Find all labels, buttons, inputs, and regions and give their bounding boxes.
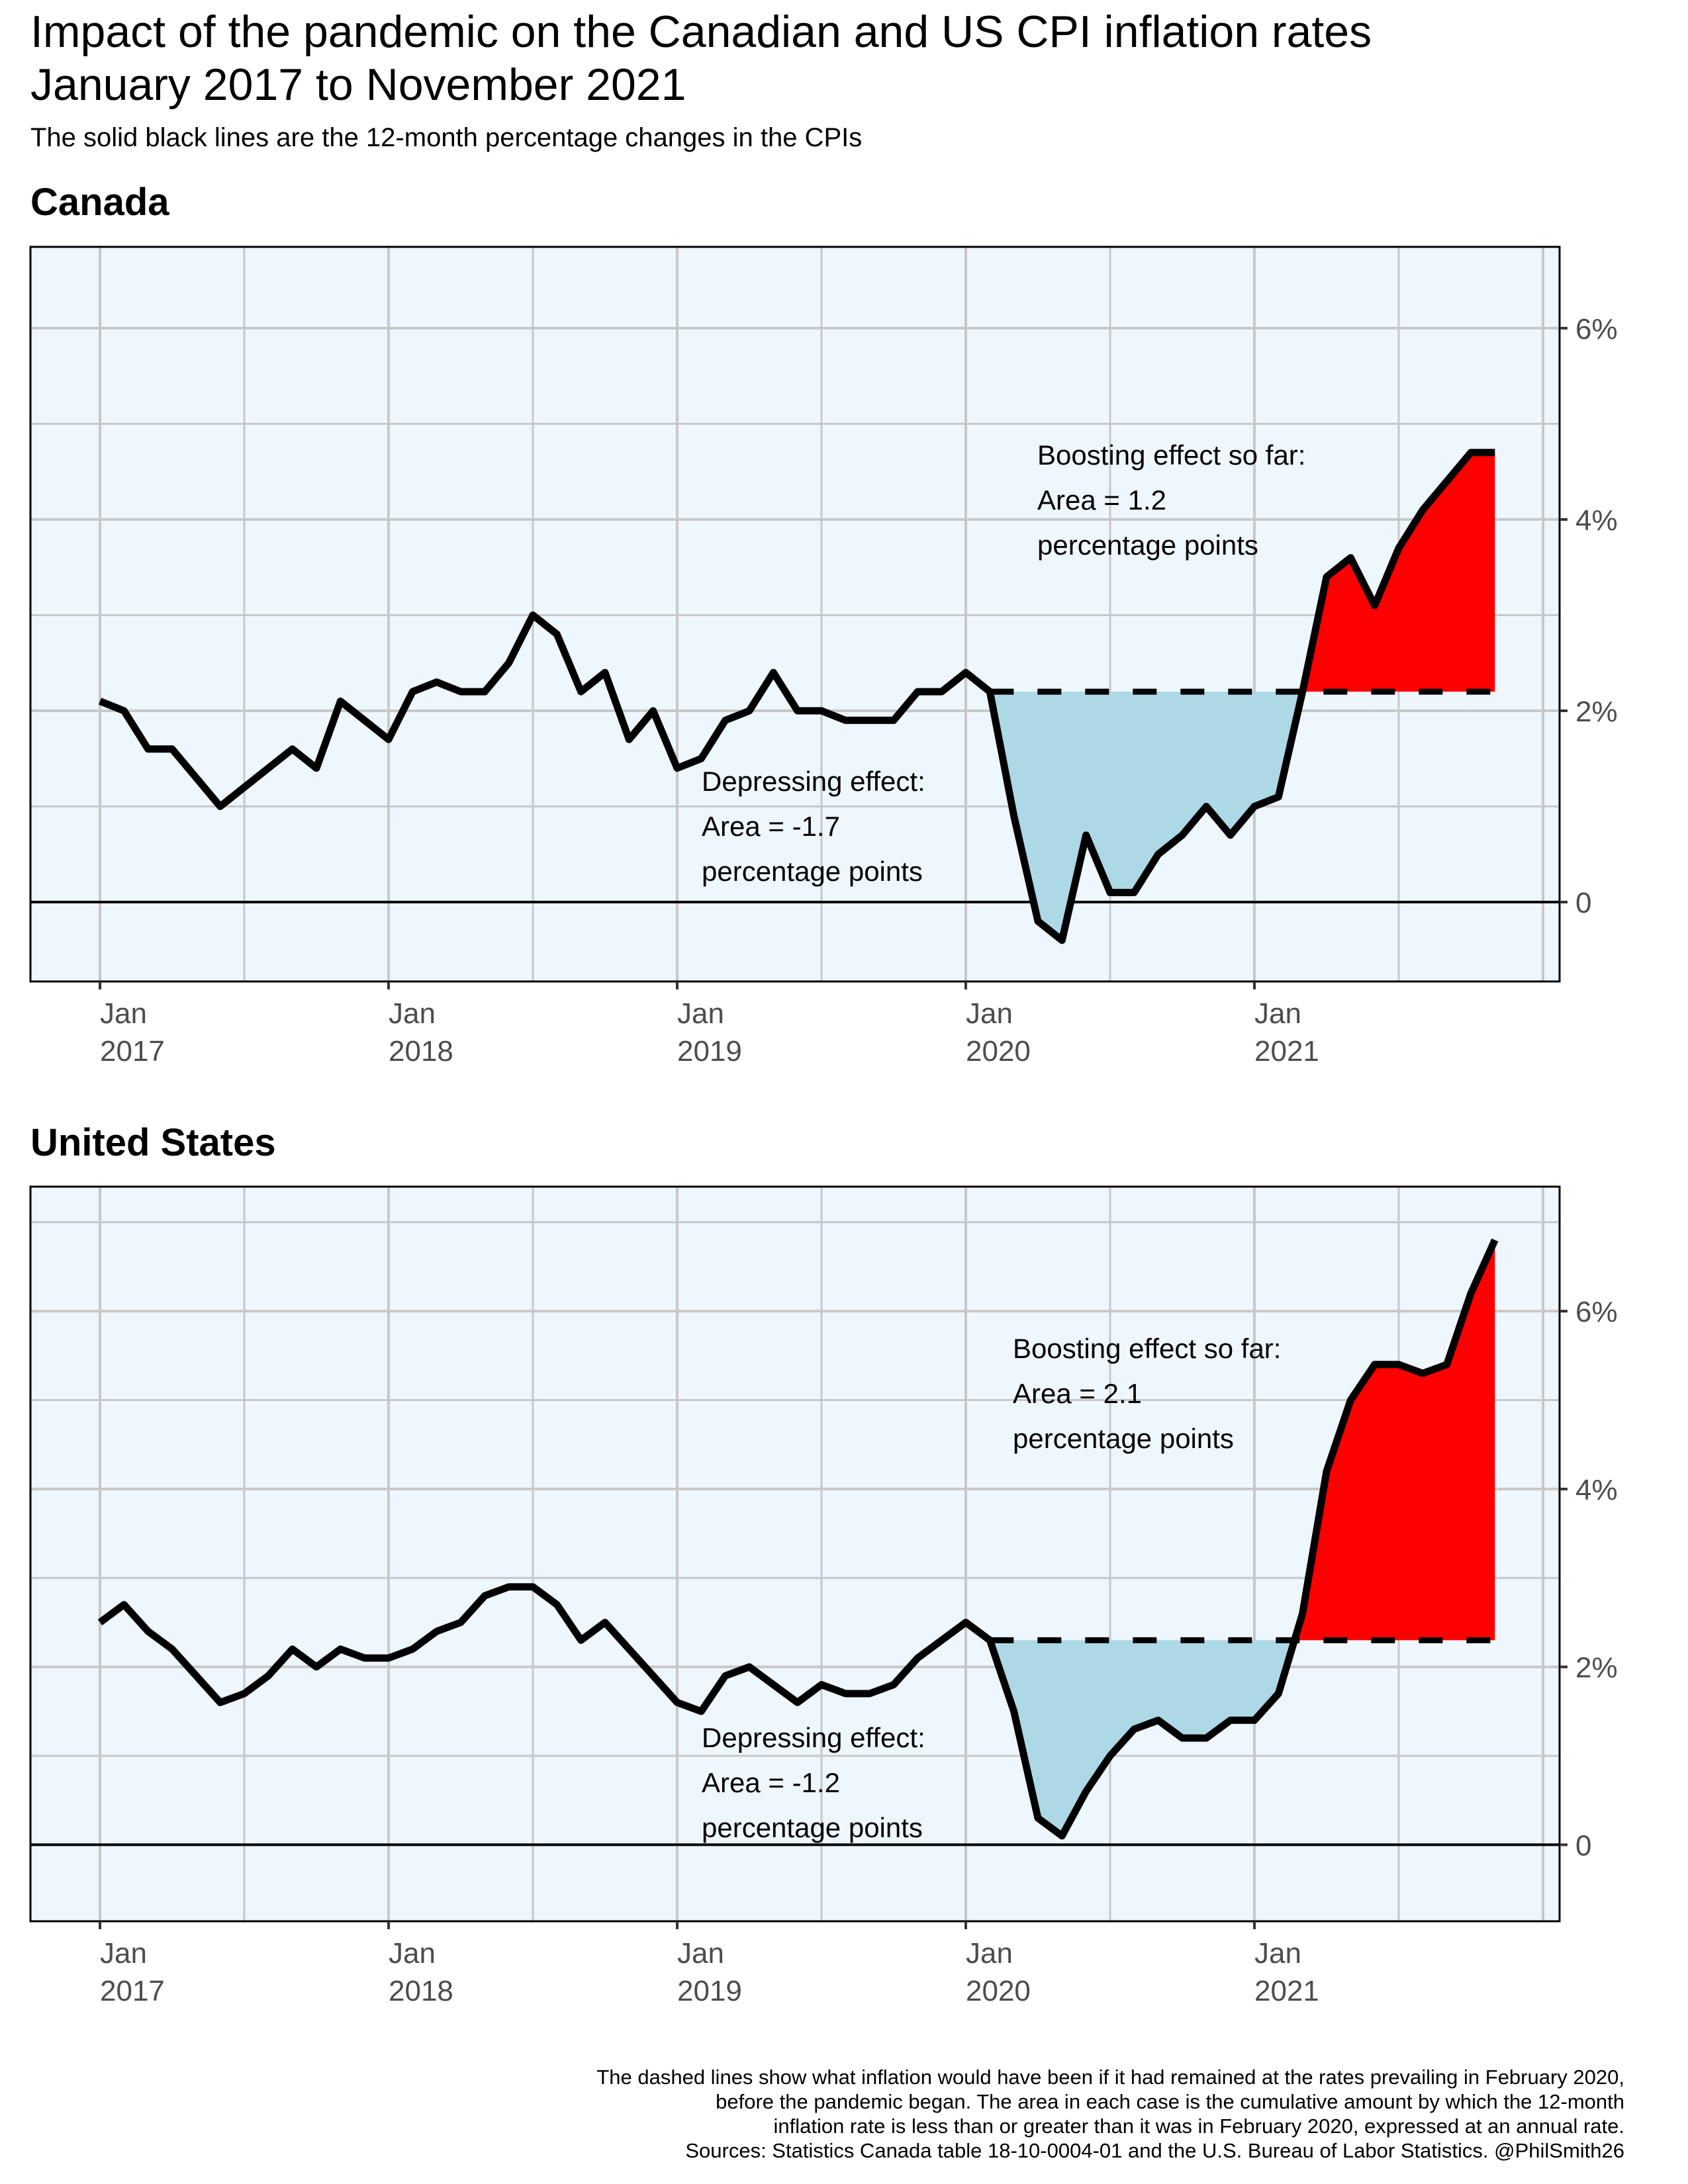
caption-line: The dashed lines show what inflation wou… [596, 2066, 1624, 2089]
panel-background [30, 1187, 1560, 1921]
xtick-label-month: Jan [1254, 997, 1301, 1030]
ytick-label: 6% [1575, 313, 1618, 345]
annotation-boosting: Boosting effect so far: [1013, 1333, 1281, 1364]
ytick-label: 4% [1575, 1474, 1618, 1506]
xtick-label-month: Jan [100, 1937, 147, 1970]
xtick-label-year: 2019 [677, 1975, 742, 2007]
annotation-depressing: percentage points [702, 856, 923, 887]
xtick-label-year: 2018 [389, 1975, 453, 2007]
annotation-depressing: Area = -1.2 [702, 1767, 840, 1798]
xtick-label-year: 2017 [100, 1035, 165, 1068]
caption-line: Sources: Statistics Canada table 18-10-0… [685, 2139, 1624, 2162]
xtick-label-month: Jan [677, 997, 724, 1030]
panel-title-canada: Canada [30, 181, 169, 224]
panel-border [29, 246, 1561, 983]
cpi-line [97, 1238, 1499, 1840]
xtick-label-year: 2020 [966, 1975, 1031, 2007]
xtick-label-month: Jan [677, 1937, 724, 1970]
annotation-depressing: Depressing effect: [702, 1722, 925, 1753]
caption-line: before the pandemic began. The area in e… [716, 2090, 1624, 2113]
annotation-boosting: percentage points [1013, 1423, 1234, 1454]
xtick-label-month: Jan [389, 997, 436, 1030]
plot-area [30, 247, 1560, 981]
panel-us: 0 2% 4% 6% Jan 2017 Jan 2018 Jan 2019 Jan 2020 Jan 20… [29, 1185, 1618, 2007]
annotation-boosting: Area = 1.2 [1037, 484, 1166, 516]
xtick-label-month: Jan [966, 1937, 1013, 1970]
annotation-depressing: Area = -1.7 [702, 811, 840, 842]
xtick-label-month: Jan [389, 1937, 436, 1970]
xtick-label-year: 2020 [966, 1035, 1031, 1068]
annotation-boosting: Boosting effect so far: [1037, 439, 1305, 471]
xtick-label-year: 2018 [389, 1035, 453, 1068]
panel-canada: 0 2% 4% 6% Jan 2017 Jan 2018 Jan 2019 Jan 2020 Jan 20… [29, 246, 1618, 1068]
annotation-boosting: percentage points [1037, 529, 1258, 561]
xtick-label-year: 2019 [677, 1035, 742, 1068]
ytick-label: 0 [1575, 887, 1591, 919]
boosting-area [1302, 452, 1495, 692]
panel-title-us: United States [30, 1121, 276, 1164]
caption-line: inflation rate is less than or greater t… [773, 2115, 1624, 2138]
xtick-label-year: 2021 [1254, 1975, 1319, 2007]
depressing-area [990, 692, 1303, 940]
panel-border [29, 1185, 1561, 1923]
chart-title-line2: January 2017 to November 2021 [30, 60, 686, 110]
xtick-label-month: Jan [100, 997, 147, 1030]
ytick-label: 2% [1575, 1652, 1618, 1684]
ytick-label: 6% [1575, 1296, 1618, 1328]
ytick-label: 0 [1575, 1829, 1591, 1862]
cpi-line [98, 449, 1495, 944]
chart-title: Impact of the pandemic on the Canadian a… [30, 5, 1372, 111]
ytick-label: 2% [1575, 696, 1618, 728]
annotation-boosting: Area = 2.1 [1013, 1378, 1142, 1409]
annotation-depressing: Depressing effect: [702, 766, 925, 797]
annotation-depressing: percentage points [702, 1812, 923, 1843]
plot-area [30, 1187, 1560, 1921]
chart-title-line1: Impact of the pandemic on the Canadian a… [30, 7, 1372, 57]
chart-subtitle: The solid black lines are the 12-month p… [30, 123, 863, 152]
xtick-label-month: Jan [966, 997, 1013, 1030]
boosting-area [1294, 1240, 1495, 1641]
ytick-label: 4% [1575, 504, 1618, 537]
xtick-label-year: 2021 [1254, 1035, 1319, 1068]
caption: The dashed lines show what inflation wou… [596, 2065, 1624, 2163]
depressing-area [990, 1640, 1295, 1836]
xtick-label-month: Jan [1254, 1937, 1301, 1970]
xtick-label-year: 2017 [100, 1975, 165, 2007]
